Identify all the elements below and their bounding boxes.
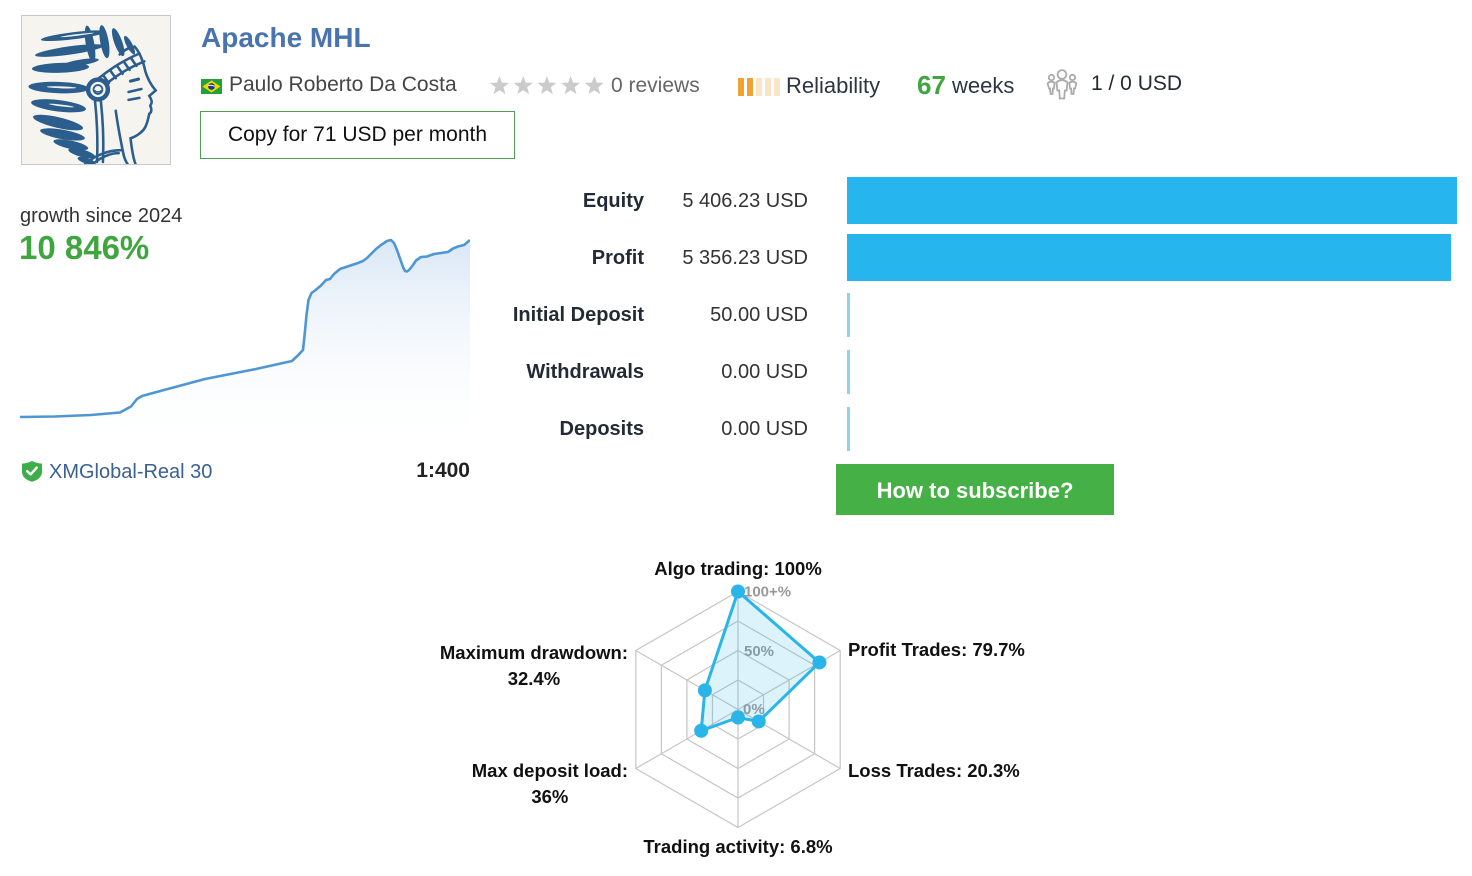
svg-text:0%: 0% <box>743 701 765 718</box>
svg-text:100+%: 100+% <box>744 584 791 601</box>
svg-text:50%: 50% <box>744 643 774 660</box>
